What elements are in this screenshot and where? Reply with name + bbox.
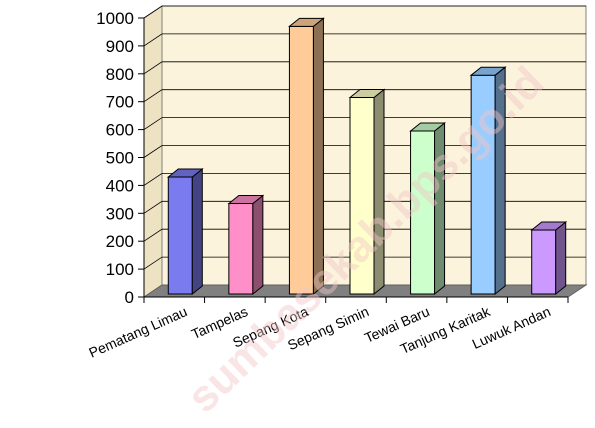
y-tick-label: 100	[106, 260, 134, 279]
gridline	[143, 117, 586, 130]
bar-top	[409, 122, 446, 132]
y-tick-label: 600	[106, 121, 134, 140]
bar	[530, 220, 568, 296]
y-tick-label: 1000	[96, 9, 134, 28]
y-tick-label: 400	[106, 176, 134, 195]
bar	[469, 66, 507, 296]
y-tick-label: 0	[125, 288, 134, 307]
gridline	[143, 61, 586, 75]
gridline	[143, 89, 586, 103]
bar-front	[228, 203, 254, 295]
bar-front	[349, 97, 375, 295]
bar-top	[469, 66, 507, 76]
bar-top	[288, 17, 325, 27]
y-tick-label: 700	[106, 93, 134, 112]
bar-top	[227, 195, 265, 205]
bar-side	[555, 220, 567, 296]
bar-front	[470, 74, 496, 295]
bar-top	[348, 89, 386, 99]
bar-front	[531, 229, 557, 295]
bar-side	[252, 194, 264, 296]
y-tick-label: 300	[106, 204, 134, 223]
bars	[166, 17, 568, 296]
bar	[409, 121, 446, 296]
x-tick-label: Pematang Limau	[86, 303, 189, 361]
bar	[288, 17, 325, 296]
bar-front	[288, 25, 314, 295]
y-axis: 0 100 200 300 400 500 600 700 800 900 1000	[96, 9, 145, 307]
y-tick-label: 200	[106, 232, 134, 251]
y-tick-label: 900	[106, 37, 134, 56]
bar-top	[530, 221, 568, 231]
bar	[166, 167, 204, 296]
gridline	[143, 5, 586, 19]
bar-top	[166, 168, 204, 178]
bar-side	[191, 167, 203, 296]
bar	[348, 88, 386, 296]
gridline	[143, 33, 586, 47]
y-tick-label: 800	[106, 65, 134, 84]
y-tick-label: 500	[106, 149, 134, 168]
bar	[227, 194, 265, 296]
bar-front	[167, 176, 193, 295]
